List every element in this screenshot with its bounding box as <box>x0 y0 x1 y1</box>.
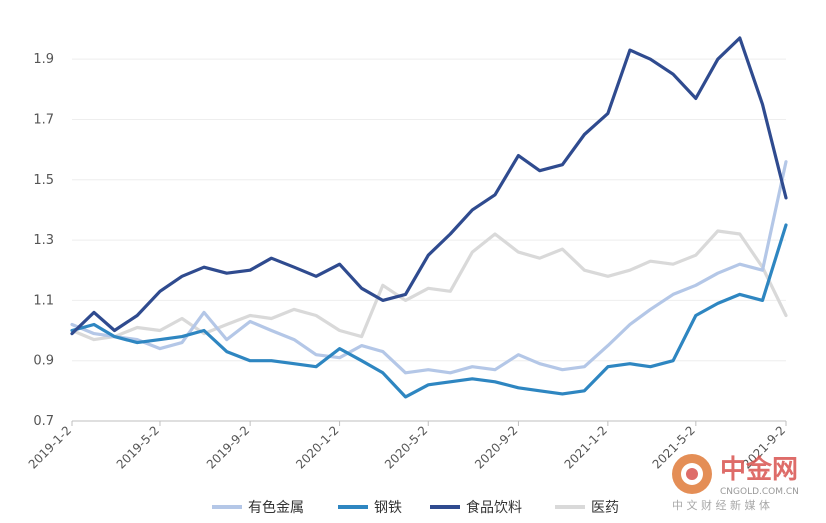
x-axis: 2019-1-2 2019-5-2 2019-9-2 2020-1-2 2020-5-2… <box>26 421 788 472</box>
series-line <box>70 229 788 342</box>
series-line <box>70 223 788 399</box>
y-tick-label: 1.9 <box>33 52 54 67</box>
series-line <box>70 160 788 375</box>
legend-label: 钢铁 <box>374 500 402 516</box>
y-tick-label: 0.9 <box>33 354 54 369</box>
plot-area <box>70 36 788 399</box>
legend-label: 医药 <box>591 500 619 516</box>
watermark: 中金网 CNGOLD.COM.CN 中 文 财 经 新 媒 体 <box>672 454 799 512</box>
x-tick-label: 2019-1-2 <box>26 423 74 471</box>
y-tick-label: 0.7 <box>33 414 54 429</box>
grid-lines <box>72 58 786 422</box>
legend-label: 有色金属 <box>248 499 304 516</box>
x-tick-label: 2020-1-2 <box>293 423 341 471</box>
watermark-site: CNGOLD.COM.CN <box>720 487 799 497</box>
x-tick-label: 2021-1-2 <box>562 423 610 471</box>
legend-label: 食品饮料 <box>466 499 522 516</box>
x-tick-label: 2020-9-2 <box>472 423 520 471</box>
y-tick-label: 1.5 <box>33 173 54 188</box>
x-tick-label: 2019-5-2 <box>114 423 162 471</box>
series-line <box>70 36 788 336</box>
watermark-name: 中金网 <box>720 454 798 485</box>
y-tick-label: 1.3 <box>33 233 54 248</box>
x-tick-label: 2020-5-2 <box>382 423 430 471</box>
y-axis: 0.7 0.9 1.1 1.3 1.5 1.7 1.9 <box>33 52 54 429</box>
legend: 有色金属 钢铁 食品饮料 医药 <box>212 499 619 516</box>
x-tick-label: 2019-9-2 <box>204 423 252 471</box>
watermark-tagline: 中 文 财 经 新 媒 体 <box>672 498 770 512</box>
y-tick-label: 1.1 <box>33 293 54 308</box>
y-tick-label: 1.7 <box>33 112 54 127</box>
watermark-logo-core-icon <box>686 468 698 480</box>
